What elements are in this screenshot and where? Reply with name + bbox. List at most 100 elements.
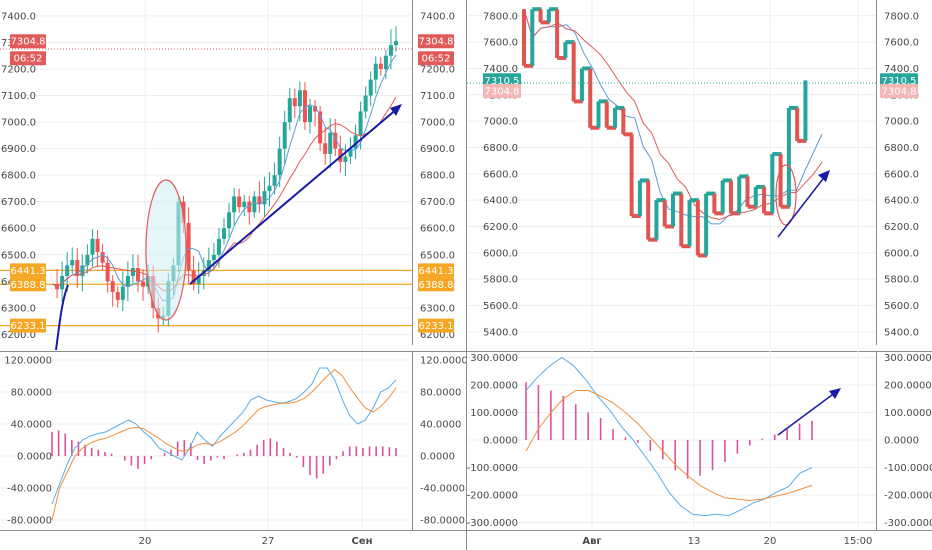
trend-arrowhead-macd (829, 388, 841, 399)
candle-body[interactable] (297, 90, 302, 107)
y-tick-label-right: 0.0000 (420, 452, 455, 463)
x-tick-label: 20 (139, 536, 152, 547)
candle-body[interactable] (196, 276, 201, 284)
candle-body[interactable] (394, 41, 398, 46)
candle-body[interactable] (232, 196, 237, 213)
candle-body[interactable] (262, 191, 267, 205)
price-tag-left (10, 263, 46, 278)
candle-body[interactable] (323, 143, 328, 154)
candle-body[interactable] (302, 90, 307, 123)
candle-body[interactable] (373, 63, 378, 80)
candle-body[interactable] (282, 122, 287, 149)
candle-body[interactable] (100, 252, 105, 263)
candle-body[interactable] (191, 270, 196, 284)
candle-body[interactable] (338, 148, 343, 162)
trend-arrow-left[interactable] (189, 107, 399, 285)
candle-body[interactable] (252, 196, 257, 213)
candle-body[interactable] (141, 281, 146, 287)
candle-body[interactable] (308, 106, 312, 123)
candle-body[interactable] (136, 268, 140, 282)
y-tick-label-right: 6900.0 (420, 144, 455, 155)
y-tick-label-right: 0.0000 (884, 436, 919, 447)
time-axis-left[interactable]: 20 27 Сен (139, 536, 373, 547)
candle-body[interactable] (237, 196, 242, 207)
candle-body[interactable] (222, 228, 226, 239)
candle-body[interactable] (181, 201, 186, 223)
candle-body[interactable] (328, 132, 333, 154)
y-tick-label-left: 6800.0 (483, 143, 518, 154)
candle-body[interactable] (247, 201, 252, 213)
candle-body[interactable] (105, 262, 110, 282)
y-tick-label-left: 120.0000 (4, 356, 52, 367)
candle-body[interactable] (227, 212, 232, 229)
candle-body[interactable] (333, 132, 338, 149)
trend-arrow-right[interactable] (777, 174, 827, 238)
candle-body[interactable] (95, 238, 100, 253)
y-tick-label-left: 0.0000 (17, 452, 52, 463)
candle-body[interactable] (85, 254, 90, 266)
candle-body[interactable] (287, 98, 292, 123)
y-tick-label-left: 6600.0 (483, 169, 518, 180)
candle-body[interactable] (383, 55, 388, 69)
annotation-ellipse[interactable] (145, 179, 187, 321)
y-tick-label-left: 6800.0 (1, 171, 36, 182)
price-tag-left (10, 277, 46, 292)
candle-body[interactable] (292, 98, 297, 107)
candle-body[interactable] (130, 268, 135, 276)
candle-body[interactable] (388, 45, 393, 56)
y-tick-label-left: -100.0000 (467, 463, 518, 474)
y-tick-label-right: -200.0000 (884, 491, 932, 502)
y-tick-label-left: 5400.0 (483, 327, 518, 338)
candle-body[interactable] (343, 156, 348, 162)
y-tick-label-left: 6900.0 (1, 144, 36, 155)
candle-body[interactable] (318, 111, 323, 144)
candle-body[interactable] (90, 238, 95, 255)
price-tag-label: 6233.1 (419, 321, 454, 332)
y-tick-label-right: 6800.0 (420, 171, 455, 182)
candle-body[interactable] (211, 254, 216, 261)
candle-body[interactable] (348, 148, 353, 157)
y-tick-label-right: 5400.0 (884, 327, 919, 338)
candle-body[interactable] (120, 286, 125, 300)
annotation-ellipse-right[interactable] (775, 164, 797, 226)
left-macd-panel[interactable]: -80.0000 -80.0000 -40.0000 -40.0000 0.0000 0.… (0, 351, 932, 531)
candle-body[interactable] (125, 276, 130, 287)
y-tick-label-left: 7100.0 (1, 91, 36, 102)
right-price-panel[interactable]: 5400.0 5400.0 5600.0 5600.0 5800.0 5800.0 6000… (466, 0, 920, 550)
candle-body[interactable] (277, 148, 282, 176)
candle-body[interactable] (378, 63, 383, 69)
candle-body[interactable] (257, 196, 262, 205)
candle-body[interactable] (363, 95, 368, 112)
candle-body[interactable] (70, 260, 75, 266)
candle-body[interactable] (368, 79, 373, 96)
candle-body[interactable] (80, 265, 85, 276)
time-axis-right[interactable]: Авг 13 20 15:00 (582, 536, 872, 547)
price-tag-label: 06:52 (422, 54, 451, 65)
candle-body[interactable] (65, 265, 70, 276)
annotation-curve[interactable] (55, 284, 69, 351)
candle-body[interactable] (272, 175, 277, 186)
candle-body[interactable] (313, 106, 318, 112)
y-tick-label-right: 5600.0 (884, 301, 919, 312)
right-macd-panel[interactable]: -300.0000 -300.0000 -200.0000 -200.0000 -100… (467, 352, 932, 530)
candle-body[interactable] (206, 260, 211, 271)
left-price-panel[interactable]: 6200.06200.06300.06300.06400.06400.06500… (0, 0, 455, 530)
trend-arrow-macd[interactable] (777, 391, 837, 436)
y-tick-label-left: -300.0000 (467, 518, 518, 529)
y-tick-label-right: 40.0000 (420, 420, 461, 431)
y-tick-label-right: 80.0000 (420, 388, 461, 399)
price-tag-left (10, 51, 46, 66)
candle-body[interactable] (75, 260, 80, 276)
y-tick-label-left: 80.0000 (11, 388, 52, 399)
candle-body[interactable] (358, 111, 363, 136)
candle-body[interactable] (216, 238, 221, 255)
candle-body[interactable] (242, 201, 247, 207)
candle-body[interactable] (267, 185, 272, 192)
price-tag-label: 7304.8 (419, 37, 454, 48)
candle-body[interactable] (186, 222, 191, 271)
candle-body[interactable] (110, 281, 115, 292)
price-tag-label: 6388.8 (11, 280, 46, 291)
candle-body[interactable] (115, 291, 120, 300)
candle-body[interactable] (353, 135, 358, 149)
